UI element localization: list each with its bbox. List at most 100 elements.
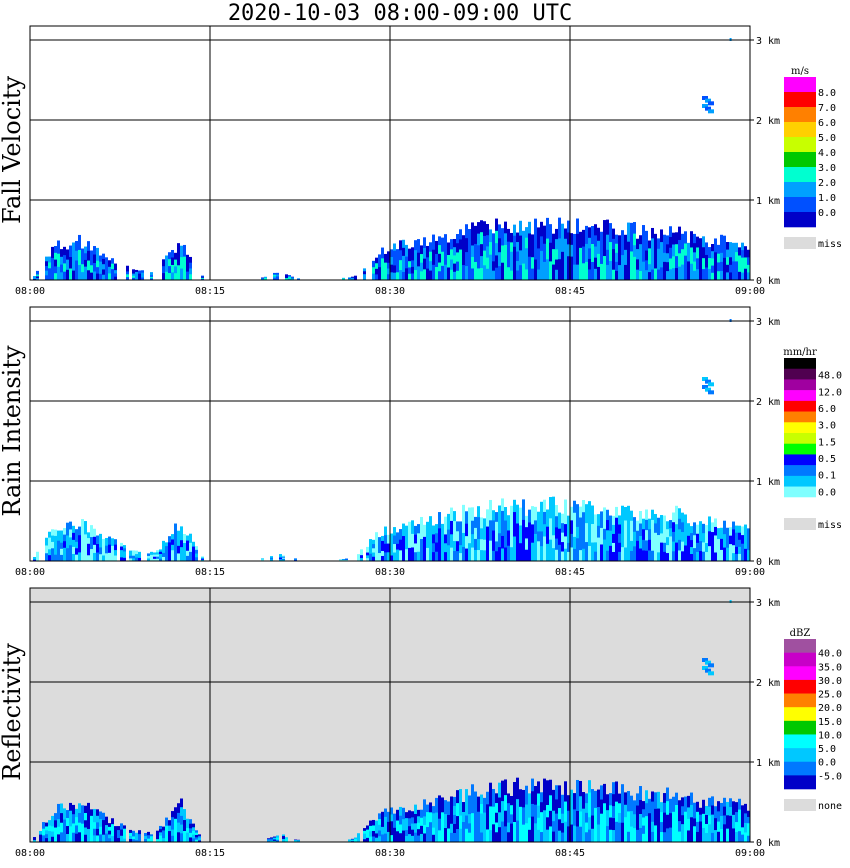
echo-cell [501,780,504,802]
echo-cell [726,249,729,258]
echo-cell [72,242,75,253]
echo-cell [123,548,126,552]
echo-cell [402,523,405,537]
echo-cell [510,814,513,825]
echo-cell [663,551,666,562]
echo-cell [720,549,723,562]
echo-cell [435,542,438,553]
echo-cell [624,234,627,251]
echo-cell [735,261,738,272]
echo-cell [414,832,417,843]
echo-cell [684,796,687,813]
echo-cell [555,549,558,562]
echo-cell [681,233,684,250]
echo-cell [123,825,126,830]
echo-cell [444,234,447,250]
echo-cell [465,789,468,803]
panel-ylabel: Reflectivity [0,643,26,781]
echo-cell [369,820,372,827]
echo-cell [696,551,699,562]
echo-cell [84,805,87,814]
echo-cell [747,823,750,830]
echo-cell [405,824,408,831]
echo-cell [441,548,444,562]
echo-cell [477,550,480,562]
echo-cell [519,806,522,825]
echo-cell [447,254,450,268]
echo-cell [51,826,54,833]
echo-cell [654,268,657,281]
echo-cell [582,792,585,810]
echo-cell [90,525,93,538]
echo-cell [669,798,672,814]
echo-cell [165,557,168,562]
echo-cell [705,379,711,384]
echo-cell [507,822,510,833]
echo-cell [570,824,573,843]
echo-cell [597,824,600,843]
echo-cell [384,552,387,562]
echo-cell [423,799,426,809]
echo-cell [165,825,168,835]
echo-cell [633,233,636,246]
echo-cell [711,258,714,267]
echo-cell [480,244,483,257]
echo-cell [432,820,435,829]
echo-cell [669,827,672,843]
echo-cell [687,548,690,562]
echo-cell [93,828,96,836]
echo-cell [681,522,684,533]
echo-cell [177,250,180,259]
echo-cell [480,220,483,233]
echo-cell [594,224,597,236]
echo-cell [660,267,663,281]
echo-cell [279,557,282,560]
echo-cell [42,835,45,843]
echo-cell [699,266,702,281]
x-tick-label: 08:45 [555,286,585,297]
echo-cell [717,821,720,833]
echo-cell [156,833,159,837]
echo-cell [348,840,351,842]
colorbar-swatch [784,379,816,391]
echo-cell [576,515,579,528]
colorbar-label: 0.1 [818,471,836,482]
echo-cell [453,511,456,522]
echo-cell [450,249,453,261]
echo-cell [702,551,705,562]
echo-cell [69,529,72,538]
echo-cell [66,826,69,835]
echo-cell [450,269,453,281]
echo-cell [711,832,714,843]
echo-cell [90,250,93,259]
echo-cell [705,832,708,843]
echo-cell [453,263,456,273]
echo-cell [396,549,399,556]
echo-cell [96,815,99,823]
echo-cell [708,797,711,808]
echo-cell [444,249,447,266]
echo-cell [381,540,384,547]
echo-cell [648,550,651,562]
echo-cell [285,276,288,279]
echo-cell [183,543,186,553]
echo-cell [654,532,657,543]
echo-cell [591,815,594,830]
echo-cell [108,273,111,281]
echo-cell [645,530,648,541]
echo-cell [585,812,588,824]
echo-cell [456,261,459,272]
echo-cell [600,799,603,815]
echo-cell [471,520,474,535]
echo-cell [177,832,180,843]
echo-cell [663,515,666,526]
echo-cell [462,250,465,266]
echo-cell [570,256,573,269]
echo-cell [405,537,408,550]
echo-cell [519,824,522,843]
echo-cell [450,832,453,843]
echo-cell [108,544,111,554]
echo-cell [702,542,705,553]
echo-cell [582,548,585,562]
echo-cell [408,818,411,827]
